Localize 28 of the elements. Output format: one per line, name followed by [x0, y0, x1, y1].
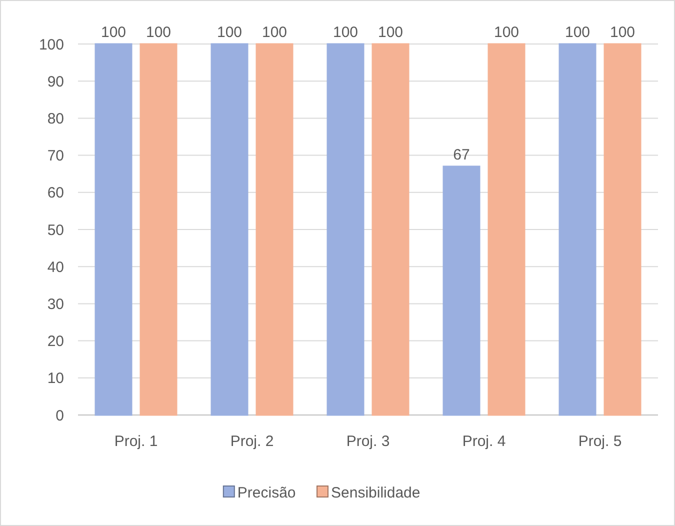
data-label: 100 — [216, 24, 242, 41]
data-label: 67 — [453, 146, 470, 164]
x-tick-label: Proj. 4 — [462, 433, 506, 450]
data-label: 100 — [378, 24, 404, 41]
data-label: 100 — [564, 24, 590, 41]
y-tick-label: 50 — [47, 222, 64, 239]
y-tick-label: 20 — [47, 333, 64, 350]
legend-label: Sensibilidade — [331, 484, 420, 502]
y-tick-label: 60 — [47, 184, 64, 202]
y-tick-label: 40 — [47, 258, 64, 276]
y-tick-label: 10 — [47, 370, 64, 388]
y-tick-label: 70 — [47, 148, 64, 165]
x-tick-label: Proj. 5 — [578, 433, 622, 450]
x-tick-label: Proj. 3 — [346, 433, 390, 450]
data-label: 100 — [146, 24, 172, 41]
y-tick-label: 80 — [47, 110, 64, 128]
y-tick-label: 30 — [47, 296, 64, 313]
data-label: 100 — [610, 24, 636, 41]
data-label: 100 — [494, 24, 520, 41]
y-tick-label: 90 — [47, 73, 64, 90]
legend-label: Precisão — [237, 484, 296, 502]
y-tick-label: 0 — [56, 407, 64, 424]
data-label: 100 — [100, 24, 126, 41]
x-tick-label: Proj. 1 — [114, 433, 158, 450]
y-tick-label: 100 — [38, 36, 64, 54]
data-label: 100 — [332, 24, 358, 41]
x-tick-label: Proj. 2 — [230, 433, 274, 450]
data-label: 100 — [262, 24, 288, 41]
